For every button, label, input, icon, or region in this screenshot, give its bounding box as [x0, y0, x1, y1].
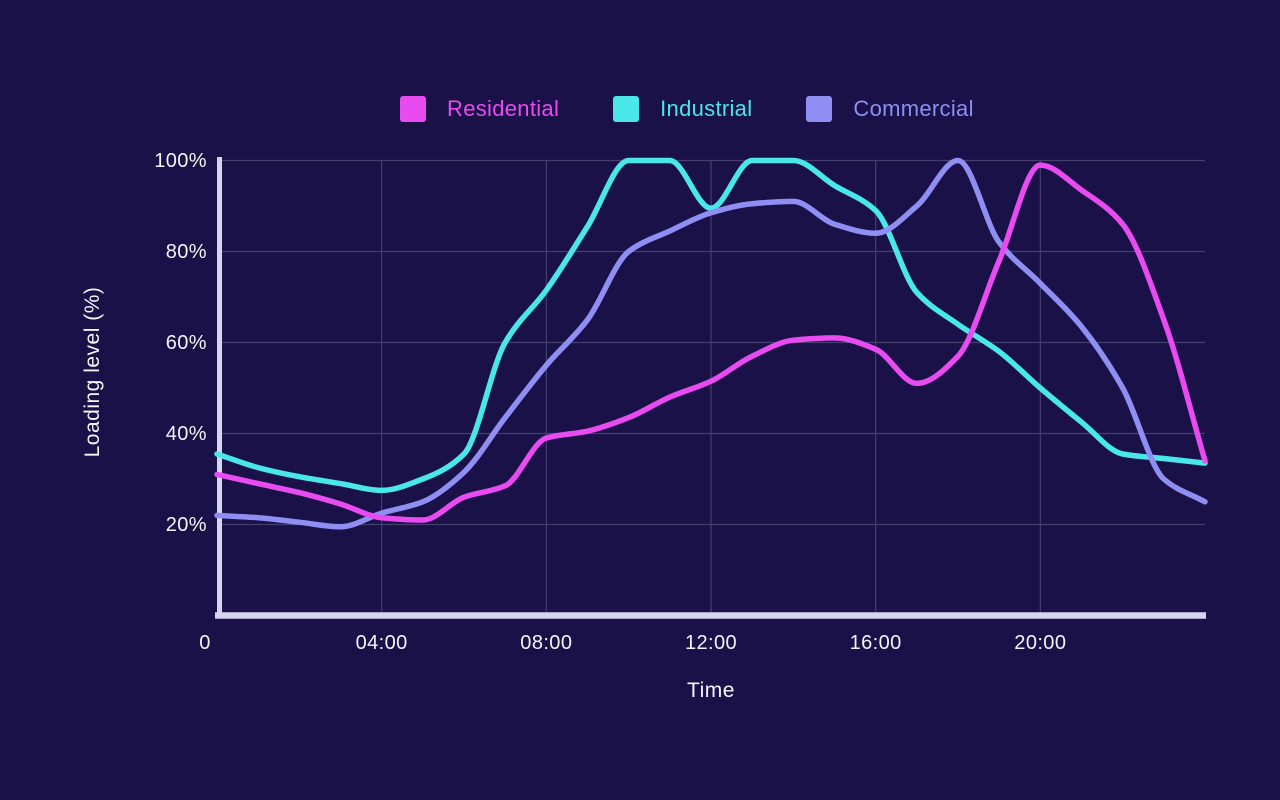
y-tick-label-20: 20% [165, 513, 207, 536]
legend-label: Residential [447, 96, 560, 121]
legend-swatch-icon [806, 96, 833, 122]
y-tick-label-60: 60% [165, 331, 207, 354]
series-line-commercial [214, 157, 1208, 530]
legend-swatch-icon [613, 96, 640, 122]
chart-legend: Residential Industrial Commercial [400, 96, 974, 122]
x-tick-label-0800: 08:00 [520, 632, 573, 654]
legend-label: Commercial [853, 96, 974, 121]
x-tick-label-2000: 20:00 [1014, 632, 1067, 654]
x-tick-label-0400: 04:00 [355, 632, 408, 654]
x-tick-label-1200: 12:00 [684, 632, 738, 654]
legend-label: Industrial [660, 96, 753, 121]
legend-item-industrial[interactable]: Industrial [613, 96, 752, 122]
x-tick-label-0: 0 [199, 632, 211, 654]
series-line-residential [214, 162, 1208, 523]
y-axis-title: Loading level (%) [81, 286, 104, 458]
legend-swatch-icon [400, 96, 426, 122]
legend-item-commercial[interactable]: Commercial [806, 96, 973, 122]
legend-item-residential[interactable]: Residential [400, 96, 559, 122]
y-tick-label-40: 40% [165, 422, 207, 445]
y-tick-label-80: 80% [165, 240, 207, 263]
y-tick-label-100: 100% [154, 149, 207, 172]
x-tick-label-1600: 16:00 [849, 632, 902, 654]
x-axis-title: Time [687, 679, 735, 702]
series-line-industrial [214, 157, 1208, 494]
